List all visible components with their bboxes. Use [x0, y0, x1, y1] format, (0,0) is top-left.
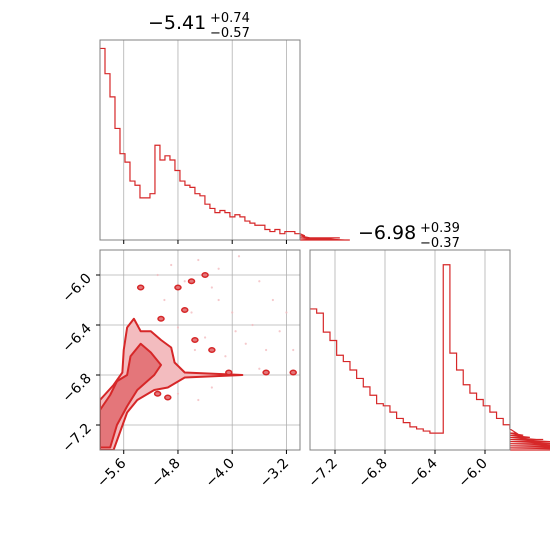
contour-island — [136, 284, 145, 291]
x-tick-label: −6.0 — [455, 456, 490, 491]
contour-island — [187, 278, 196, 285]
x-tick-label: −4.0 — [203, 456, 238, 491]
scatter-point — [278, 330, 281, 333]
scatter-point — [210, 286, 213, 289]
histogram-panel-param2: −7.2 −6.8 −6.4 −6.0 — [305, 249, 550, 491]
scatter-point — [183, 280, 186, 283]
scatter-point — [197, 258, 200, 262]
scatter-point — [217, 298, 220, 302]
scatter-point — [210, 386, 213, 389]
title-param2: −6.98 — [358, 222, 416, 244]
scatter-point — [176, 326, 180, 329]
scatter-point — [234, 330, 237, 333]
x-tick-label: −6.4 — [405, 455, 440, 490]
contour-island — [164, 394, 172, 401]
scatter-point — [217, 267, 220, 270]
scatter-point — [258, 367, 261, 370]
scatter-point — [156, 273, 159, 277]
contour-island — [225, 369, 233, 376]
title-param2-minus: −0.37 — [420, 236, 460, 251]
axes-frame — [99, 39, 301, 241]
contour-island — [191, 337, 199, 343]
scatter-point — [190, 311, 193, 314]
contour-island — [208, 347, 216, 353]
scatter-point — [258, 280, 261, 283]
y-tick-label: −7.2 — [59, 421, 94, 456]
x-tick-label: −5.6 — [94, 455, 129, 490]
contour-island — [201, 272, 209, 278]
histogram-step — [100, 47, 350, 241]
title-param2-plus: +0.39 — [420, 221, 460, 236]
histogram-panel-param1 — [99, 39, 350, 244]
contour-island — [174, 284, 182, 291]
joint-contour-panel: −5.6 −4.8 −4.0 −3.2 −6.0 −6.4 −6.8 −7.2 — [59, 249, 301, 491]
y-tick-label: −6.4 — [59, 320, 94, 355]
contour-island — [153, 390, 162, 397]
contour-island — [262, 369, 270, 376]
x-tick-label: −4.8 — [148, 456, 183, 491]
axes-frame — [99, 249, 301, 451]
scatter-point — [285, 311, 288, 314]
contour-island — [157, 315, 165, 322]
contour-island — [289, 369, 297, 376]
scatter-point — [197, 398, 200, 402]
scatter-point — [163, 298, 166, 302]
title-param1-minus: −0.57 — [210, 26, 250, 41]
scatter-point — [251, 323, 254, 327]
title-param1: −5.41 — [148, 12, 206, 34]
x-tick-label: −7.2 — [305, 456, 340, 491]
y-tick-label: −6.0 — [59, 271, 94, 306]
scatter-point — [265, 348, 268, 352]
scatter-point — [271, 298, 274, 302]
contour-island — [180, 307, 189, 313]
contour-inner — [100, 342, 163, 449]
contour-group — [100, 255, 297, 450]
scatter-point — [237, 255, 241, 258]
x-tick-label: −3.2 — [257, 456, 292, 491]
x-tick-label: −6.8 — [355, 456, 390, 491]
scatter-point — [231, 311, 234, 314]
scatter-point — [170, 263, 173, 267]
scatter-point — [292, 348, 295, 352]
scatter-point — [244, 342, 247, 345]
histogram-step — [310, 264, 550, 451]
scatter-point — [224, 355, 227, 358]
title-param1-plus: +0.74 — [210, 11, 250, 26]
axes-frame — [309, 249, 511, 451]
scatter-point — [176, 392, 180, 395]
scatter-point — [193, 348, 197, 352]
scatter-point — [203, 336, 207, 339]
y-tick-label: −6.8 — [59, 371, 94, 406]
